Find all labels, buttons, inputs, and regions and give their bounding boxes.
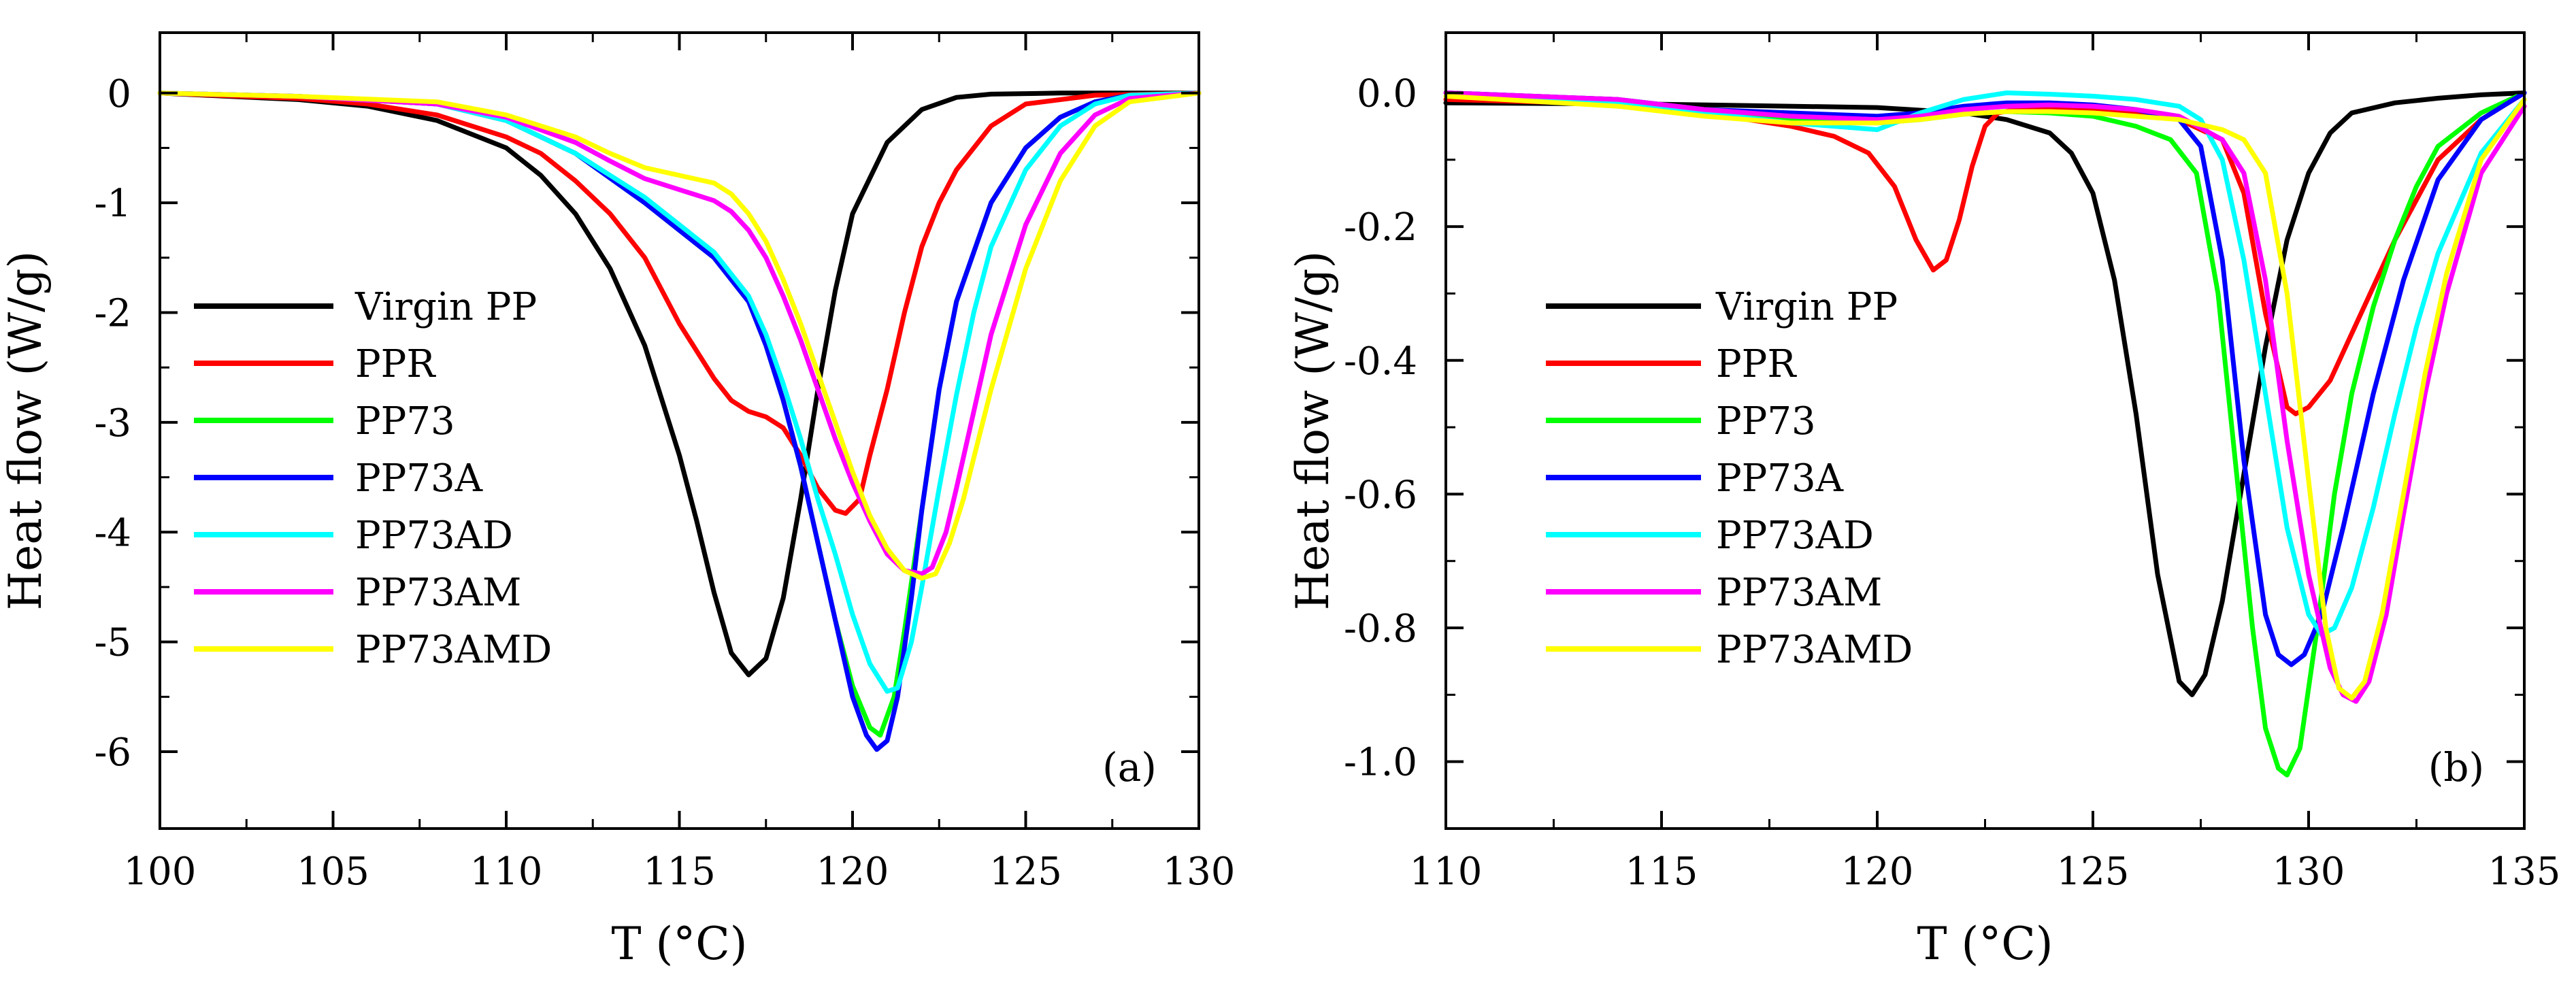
x-tick-label: 100 xyxy=(124,850,197,894)
series-line-pp73a xyxy=(157,90,1202,752)
y-tick-label: -0.2 xyxy=(1344,205,1417,250)
legend-label: PP73AM xyxy=(355,571,521,615)
panel-label: (b) xyxy=(2428,744,2484,790)
y-tick-label: -1 xyxy=(94,182,131,226)
plot-frame xyxy=(1444,31,2526,830)
y-tick-label: -0.8 xyxy=(1344,607,1417,651)
series-line-pp73am xyxy=(157,90,1202,577)
y-tick-label: -4 xyxy=(94,511,131,555)
chart-panel-a: 100 105 110 115 120 125 130 0 -1 -2 -3 -4 -5 -6 T (°C)… xyxy=(0,31,1236,970)
x-axis-title: T (°C) xyxy=(1917,918,2053,970)
x-tick-label: 105 xyxy=(297,850,369,894)
series-line-virgin-pp xyxy=(157,90,1202,678)
panel-label: (a) xyxy=(1102,744,1157,790)
legend-label: PP73AD xyxy=(355,514,513,558)
legend-label: Virgin PP xyxy=(354,285,537,329)
y-tick-label: 0 xyxy=(107,72,131,116)
y-tick-label: -6 xyxy=(94,731,131,775)
series-line-pp73amd xyxy=(157,90,1202,581)
y-tick-label: -5 xyxy=(94,621,131,665)
x-tick-label: 120 xyxy=(1841,850,1914,894)
y-tick-label: -3 xyxy=(94,401,131,446)
chart-panel-b: 110 115 120 125 130 135 0.0 -0.2 -0.4 -0.6 -0.8 -1.… xyxy=(1287,31,2561,970)
series-line-virgin-pp xyxy=(1443,90,2527,697)
x-tick-label: 135 xyxy=(2488,850,2561,894)
y-axis-title: Heat flow (W/g) xyxy=(1287,251,1339,611)
legend-label: PP73AMD xyxy=(1716,628,1913,672)
legend-label: PPR xyxy=(355,342,436,386)
legend-label: PP73AD xyxy=(1716,514,1874,558)
x-tick-label: 110 xyxy=(1410,850,1483,894)
y-tick-label: 0.0 xyxy=(1357,71,1417,116)
plot-frame xyxy=(159,31,1200,830)
y-tick-label: -0.4 xyxy=(1344,339,1417,384)
y-tick-label: -2 xyxy=(94,292,131,336)
legend-label: PP73 xyxy=(355,399,455,444)
y-tick-label: -1.0 xyxy=(1344,741,1417,785)
y-tick-label: -0.6 xyxy=(1344,473,1417,517)
x-tick-label: 125 xyxy=(2057,850,2130,894)
legend-label: PP73AMD xyxy=(355,628,552,672)
x-tick-label: 125 xyxy=(989,850,1062,894)
series-line-pp73amd xyxy=(1443,93,2527,701)
series-line-pp73a xyxy=(1443,90,2527,667)
x-tick-label: 115 xyxy=(643,850,716,894)
y-axis-title: Heat flow (W/g) xyxy=(0,251,52,611)
x-tick-label: 110 xyxy=(470,850,543,894)
x-tick-label: 115 xyxy=(1625,850,1698,894)
legend-label: PP73AM xyxy=(1716,571,1882,615)
x-tick-label: 130 xyxy=(2273,850,2345,894)
legend-label: PPR xyxy=(1716,342,1797,386)
x-axis-title: T (°C) xyxy=(612,918,748,970)
x-tick-label: 130 xyxy=(1163,850,1236,894)
series-line-pp73ad xyxy=(157,90,1202,694)
x-tick-label: 120 xyxy=(816,850,889,894)
legend-label: PP73A xyxy=(1716,456,1844,501)
legend-label: PP73 xyxy=(1716,399,1816,444)
legend-label: Virgin PP xyxy=(1715,285,1898,329)
series-line-ppr xyxy=(1443,90,2527,416)
series-line-pp73am xyxy=(1443,90,2527,704)
legend-label: PP73A xyxy=(355,456,483,501)
